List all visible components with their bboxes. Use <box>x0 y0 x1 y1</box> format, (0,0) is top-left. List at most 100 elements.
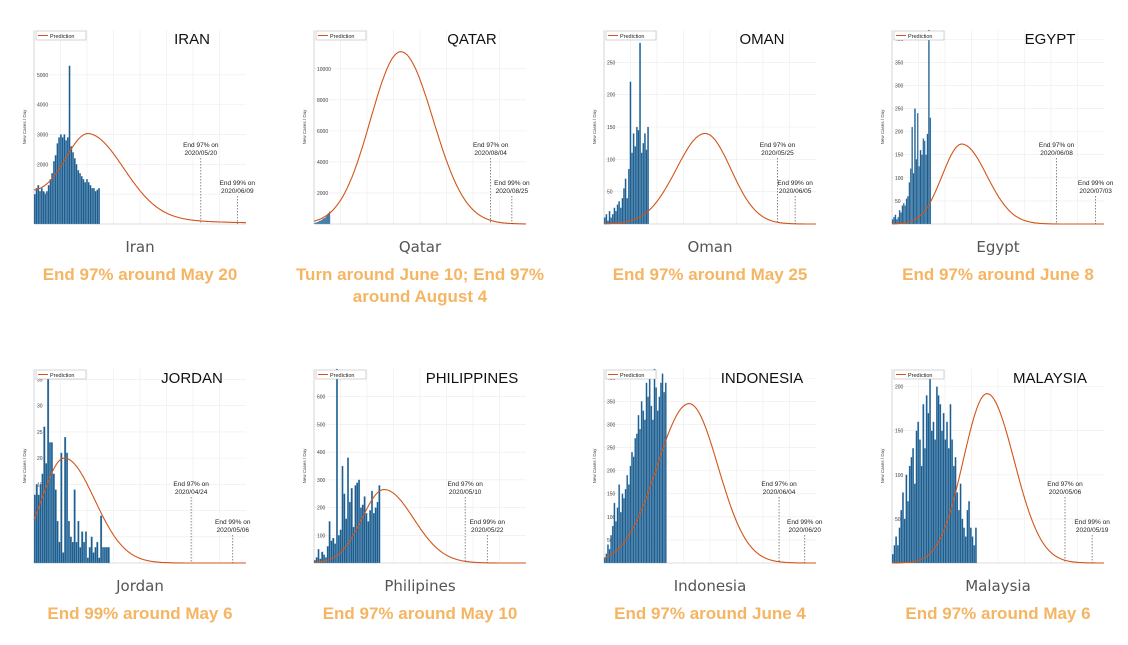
data-bar <box>920 465 923 564</box>
y-tick-label: 300 <box>607 422 616 428</box>
data-bar <box>33 494 36 564</box>
end-marker-label: End 97% on <box>1047 481 1083 488</box>
data-bar <box>902 492 904 564</box>
y-axis-label: New Cases / Day <box>592 109 597 145</box>
data-bar <box>71 541 74 564</box>
data-bar <box>40 188 43 225</box>
y-axis-label: New Cases / Day <box>880 109 885 145</box>
y-tick-label: 200 <box>895 385 904 391</box>
end-marker-label: End 97% on <box>447 481 483 488</box>
data-bar <box>345 518 348 564</box>
end-marker-date: 2020/05/19 <box>1076 527 1109 534</box>
data-bar <box>951 439 954 564</box>
data-bar <box>658 396 661 564</box>
data-bar <box>98 557 101 564</box>
data-bar <box>912 173 915 225</box>
y-tick-label: 20 <box>37 456 43 462</box>
data-bar <box>966 509 969 564</box>
country-caption: Philipines <box>384 577 456 595</box>
end-marker-label: End 97% on <box>761 481 797 488</box>
end-marker-date: 2020/06/20 <box>788 527 821 534</box>
data-bar <box>318 220 321 225</box>
data-bar <box>66 137 69 225</box>
data-bar <box>60 452 63 564</box>
data-bar <box>898 527 901 564</box>
data-bar <box>73 158 76 225</box>
chart-egypt: 50100150200250300350400New Cases / DayEn… <box>878 28 1118 228</box>
data-bar <box>915 430 918 564</box>
data-bar <box>900 212 902 225</box>
data-bar <box>930 430 933 564</box>
legend-label: Prediction <box>50 373 74 379</box>
y-tick-label: 300 <box>895 83 904 89</box>
data-bar <box>644 419 646 564</box>
data-bar <box>627 484 630 564</box>
data-bar <box>334 543 337 564</box>
data-bar <box>631 452 633 564</box>
data-bar <box>645 149 648 225</box>
legend-box <box>315 369 367 380</box>
data-bar <box>905 198 908 225</box>
data-bar <box>627 168 630 225</box>
data-bar <box>356 482 359 564</box>
data-bar <box>35 484 38 564</box>
data-bar <box>942 412 945 564</box>
data-bar <box>635 126 638 225</box>
data-bar <box>350 488 353 564</box>
data-bar <box>941 430 943 564</box>
data-bar <box>655 387 657 564</box>
data-bar <box>616 507 619 564</box>
data-bar <box>652 419 654 564</box>
y-tick-label: 500 <box>317 422 326 428</box>
data-bar <box>72 152 74 225</box>
data-bar <box>924 448 926 564</box>
data-bar <box>623 188 625 225</box>
end-marker-label: End 99% on <box>777 180 813 187</box>
end-marker-date: 2020/06/08 <box>1040 150 1073 157</box>
data-bar <box>77 170 80 225</box>
data-bar <box>323 554 326 564</box>
data-bar <box>613 502 616 564</box>
y-tick-label: 200 <box>607 93 616 99</box>
data-bar <box>656 410 659 564</box>
data-bar <box>365 512 368 564</box>
data-bar <box>949 404 952 564</box>
data-bar <box>367 521 370 564</box>
y-tick-label: 250 <box>895 107 904 113</box>
data-bar <box>927 412 930 564</box>
data-bar <box>615 521 617 564</box>
data-bar <box>663 391 666 564</box>
data-bar <box>637 130 640 225</box>
y-tick-label: 150 <box>895 429 904 435</box>
data-bar <box>96 189 99 225</box>
data-bar <box>37 185 40 225</box>
data-bar <box>894 214 897 225</box>
data-bar <box>105 547 108 564</box>
data-bar <box>971 536 974 564</box>
data-bar <box>959 483 962 564</box>
data-bar <box>47 374 50 564</box>
data-bar <box>49 179 52 225</box>
data-bar <box>919 149 922 225</box>
y-tick-label: 150 <box>607 125 616 131</box>
legend-box <box>315 30 367 41</box>
legend-box <box>893 369 945 380</box>
data-bar <box>347 457 350 564</box>
data-bar <box>631 152 633 225</box>
data-bar <box>637 415 640 564</box>
data-bar <box>963 527 965 564</box>
data-bar <box>910 457 913 564</box>
legend-label: Prediction <box>620 34 644 40</box>
data-bar <box>58 541 61 564</box>
data-bar <box>642 143 645 225</box>
end-marker-label: End 97% on <box>1039 142 1075 149</box>
data-bar <box>42 191 45 225</box>
data-bar <box>69 536 72 564</box>
data-bar <box>605 214 608 225</box>
legend-label: Prediction <box>908 373 932 379</box>
data-bar <box>623 498 625 564</box>
data-bar <box>102 547 105 564</box>
forecast-headline: End 99% around May 6 <box>47 604 233 623</box>
data-bar <box>319 558 322 564</box>
data-bar <box>328 521 331 564</box>
